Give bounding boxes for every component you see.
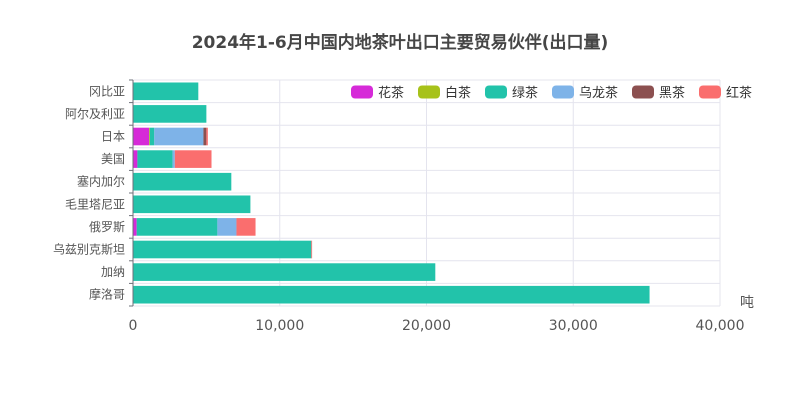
bar-segment[interactable] (311, 240, 313, 259)
category-label: 摩洛哥 (89, 287, 125, 302)
legend-item[interactable]: 红茶 (699, 85, 752, 101)
legend-label: 绿茶 (512, 85, 538, 101)
bar-segment[interactable] (136, 218, 218, 236)
bar-segment[interactable] (133, 172, 232, 191)
category-label: 塞内加尔 (77, 174, 125, 189)
legend-item[interactable]: 绿茶 (485, 85, 538, 101)
legend-item[interactable]: 乌龙茶 (552, 85, 618, 101)
category-label: 乌兹别克斯坦 (53, 242, 125, 257)
bar-segment[interactable] (133, 218, 137, 236)
category-label: 毛里塔尼亚 (65, 197, 125, 211)
legend-item[interactable]: 花茶 (351, 85, 404, 101)
bar-segment[interactable] (133, 150, 138, 168)
x-axis-unit-label: 吨 (740, 295, 754, 311)
legend-item[interactable]: 黑茶 (632, 85, 685, 101)
bar-segment[interactable] (133, 82, 199, 101)
bar-segment[interactable] (172, 150, 175, 168)
x-tick-label: 30,000 (549, 318, 598, 334)
bar-segment[interactable] (149, 127, 155, 146)
bar-segment[interactable] (236, 218, 256, 236)
bar-segment[interactable] (133, 285, 650, 304)
bar-segment[interactable] (206, 127, 208, 146)
bar-segment[interactable] (133, 240, 312, 259)
bar-segment[interactable] (154, 127, 204, 146)
legend-swatch (418, 85, 440, 99)
legend-item[interactable]: 白茶 (418, 85, 471, 101)
bar-segment[interactable] (137, 150, 173, 168)
legend-swatch (351, 85, 373, 99)
chart-title: 2024年1-6月中国内地茶叶出口主要贸易伙伴(出口量) (192, 32, 609, 53)
category-label: 阿尔及利亚 (65, 106, 125, 121)
gridlines (133, 79, 721, 307)
legend-swatch (632, 85, 654, 99)
bar-segment[interactable] (133, 105, 207, 123)
legend[interactable]: 花茶 白茶 绿茶 乌龙茶 黑茶 红茶 (351, 85, 752, 101)
legend-label: 花茶 (378, 85, 404, 101)
legend-label: 乌龙茶 (579, 85, 618, 101)
category-label: 日本 (101, 130, 125, 144)
bar-segment[interactable] (149, 127, 150, 146)
category-label: 加纳 (101, 265, 125, 279)
x-tick-label: 10,000 (255, 318, 304, 334)
legend-swatch (699, 85, 721, 99)
category-label: 俄罗斯 (89, 220, 125, 234)
bar-segment[interactable] (133, 127, 150, 146)
bar-segment[interactable] (174, 150, 212, 168)
bar-segment[interactable] (133, 263, 436, 281)
bars (133, 82, 650, 304)
legend-label: 白茶 (445, 85, 471, 101)
x-tick-label: 20,000 (402, 318, 451, 334)
x-tick-label: 0 (129, 318, 138, 334)
legend-label: 黑茶 (659, 85, 685, 101)
category-label: 冈比亚 (89, 84, 125, 98)
bar-segment[interactable] (217, 218, 237, 236)
bar-segment[interactable] (203, 127, 207, 146)
category-label: 美国 (101, 152, 125, 166)
legend-swatch (552, 85, 574, 99)
legend-swatch (485, 85, 507, 99)
x-tick-label: 40,000 (696, 318, 745, 334)
legend-label: 红茶 (726, 85, 752, 101)
bar-segment[interactable] (133, 195, 251, 214)
